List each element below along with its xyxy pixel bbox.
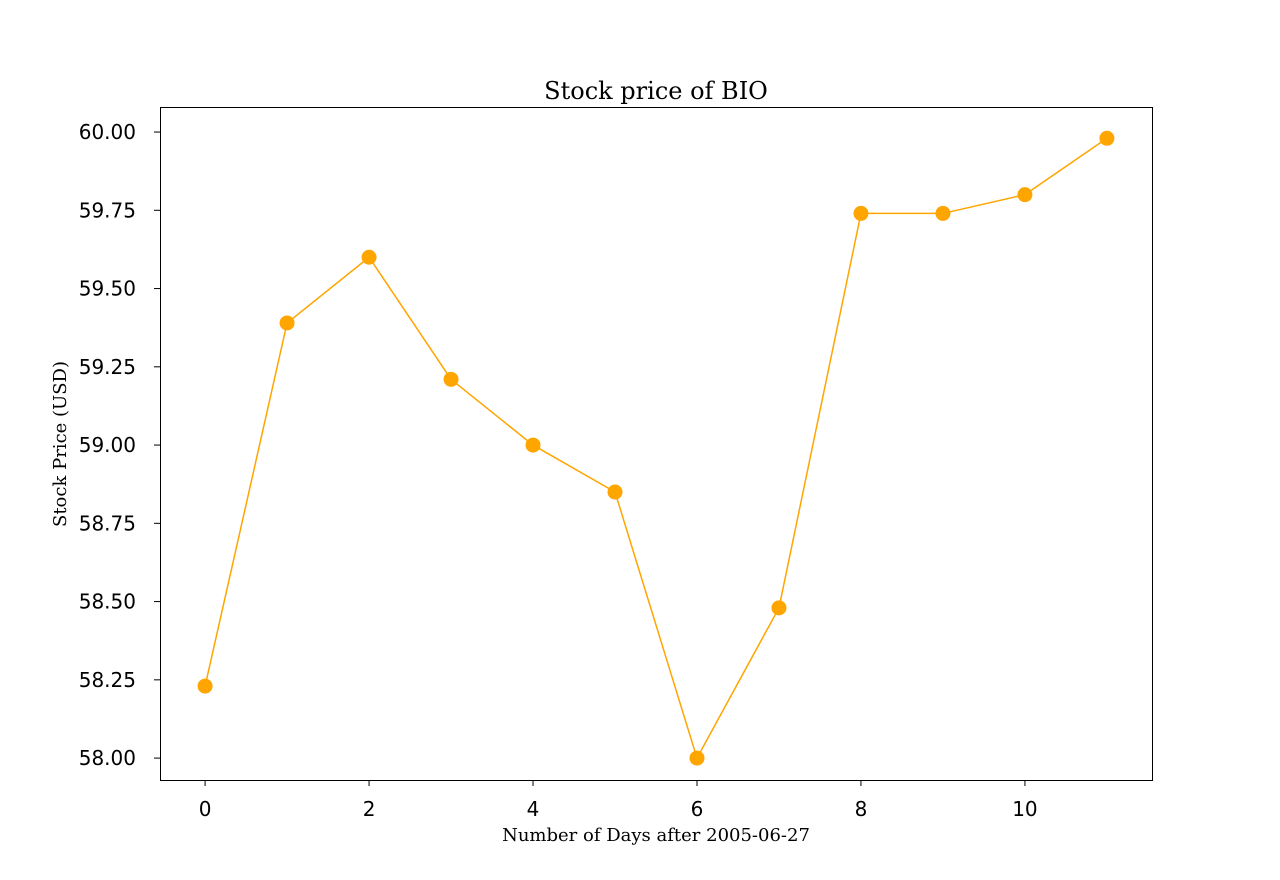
data-point: [279, 315, 295, 331]
y-tick-label: 58.00: [79, 746, 136, 770]
x-axis-label: Number of Days after 2005-06-27: [502, 825, 810, 846]
data-point: [443, 371, 459, 387]
x-tick-label: 2: [363, 797, 376, 821]
data-point: [689, 750, 705, 766]
plot-area: [160, 107, 1153, 781]
series-line: [204, 137, 1108, 761]
plot-frame: [160, 107, 1153, 781]
y-axis: 58.00 58.25 58.50 58.75 59.00 59.25 59.50 59.75…: [79, 120, 160, 770]
y-tick-label: 58.50: [79, 590, 136, 614]
series-line-group: [204, 137, 1108, 761]
data-point: [771, 600, 787, 616]
x-tick-label: 6: [691, 797, 704, 821]
series-points-group: [197, 130, 1115, 766]
x-tick-label: 4: [527, 797, 540, 821]
x-tick-label: 8: [855, 797, 868, 821]
data-point: [607, 484, 623, 500]
data-point: [935, 205, 951, 221]
data-point: [197, 678, 213, 694]
y-tick-label: 59.25: [79, 355, 136, 379]
y-tick-label: 58.75: [79, 511, 136, 535]
chart-title: Stock price of BIO: [544, 77, 768, 105]
y-tick-label: 58.25: [79, 668, 136, 692]
x-tick-label: 0: [199, 797, 212, 821]
y-tick-label: 60.00: [79, 120, 136, 144]
y-axis-label: Stock Price (USD): [50, 361, 71, 527]
data-point: [1099, 130, 1115, 146]
x-tick-label: 10: [1012, 797, 1037, 821]
data-point: [1017, 187, 1033, 203]
data-point: [853, 205, 869, 221]
data-point: [525, 437, 541, 453]
x-axis: 0 2 4 6 8 10: [199, 780, 1038, 821]
data-point: [361, 249, 377, 265]
y-tick-label: 59.75: [79, 198, 136, 222]
y-tick-label: 59.50: [79, 277, 136, 301]
y-tick-label: 59.00: [79, 433, 136, 457]
